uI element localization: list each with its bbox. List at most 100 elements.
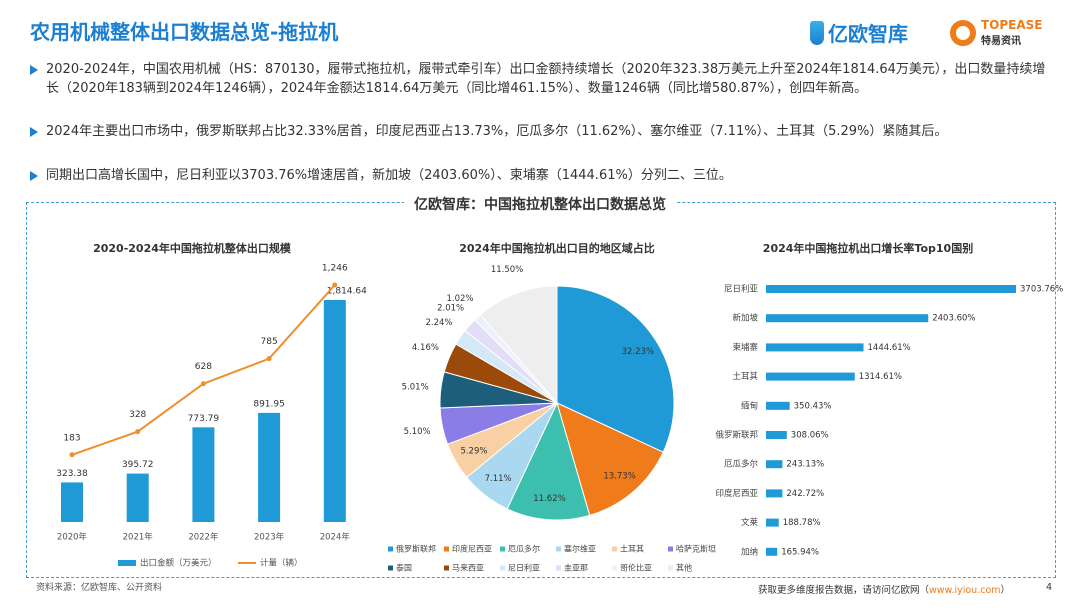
footer-text: 获取更多维度报告数据，请访问亿欧网（ <box>758 585 930 596</box>
data-label: 165.94% <box>781 547 819 557</box>
chart-title: 2024年中国拖拉机出口增长率Top10国别 <box>763 241 973 255</box>
y-tick-label: 柬埔寨 <box>732 342 758 353</box>
legend-label: 塞尔维亚 <box>564 544 596 554</box>
pie-slice <box>506 401 591 521</box>
data-label: 323.38 <box>56 469 88 479</box>
data-label: 628 <box>195 362 212 372</box>
data-label: 891.95 <box>253 399 285 409</box>
data-label: 11.62% <box>533 494 565 504</box>
data-label: 773.79 <box>188 414 220 424</box>
data-label: 242.72% <box>786 489 824 499</box>
legend-swatch <box>668 565 673 571</box>
logo-text: 亿欧智库 <box>828 22 908 46</box>
data-label: 1444.61% <box>868 343 911 353</box>
legend-swatch <box>612 546 617 552</box>
partner-name: 特易资讯 <box>981 36 1021 47</box>
bullet: 2020-2024年，中国农用机械（HS：870130，履带式拖拉机，履带式牵引… <box>28 60 1058 98</box>
bar <box>766 343 864 352</box>
bar <box>323 300 346 522</box>
bar <box>766 547 778 556</box>
legend-label: 尼日利亚 <box>508 563 540 573</box>
y-tick-label: 土耳其 <box>732 371 758 382</box>
data-label: 328 <box>129 410 146 420</box>
data-label: 1,246 <box>322 264 348 274</box>
bar <box>61 482 83 522</box>
line-point <box>200 381 206 387</box>
legend-swatch <box>556 546 561 552</box>
legend-label: 计量（辆） <box>260 558 303 569</box>
data-label: 7.11% <box>485 474 512 484</box>
data-label: 13.73% <box>603 471 635 481</box>
bar <box>766 460 783 469</box>
line-point <box>332 282 338 288</box>
y-tick-label: 厄瓜多尔 <box>724 459 759 470</box>
data-label: 2403.60% <box>932 314 975 324</box>
chart-title: 2024年中国拖拉机出口目的地区域占比 <box>459 241 655 255</box>
bar <box>766 431 787 439</box>
y-tick-label: 缅甸 <box>741 400 758 411</box>
data-label: 183 <box>63 433 80 443</box>
legend-label: 圭亚那 <box>564 563 588 573</box>
page-title: 农用机械整体出口数据总览-拖拉机 <box>30 20 339 44</box>
partner-logo: TOPEASE 特易资讯 <box>950 18 1043 47</box>
data-label: 4.16% <box>412 343 439 353</box>
page-number: 4 <box>1046 582 1053 593</box>
legend-label: 印度尼西亚 <box>452 544 492 554</box>
legend-label: 俄罗斯联邦 <box>396 544 436 554</box>
legend-label: 哈萨克斯坦 <box>676 544 716 554</box>
bar <box>192 427 215 522</box>
data-label: 11.50% <box>491 265 523 275</box>
y-tick-label: 文莱 <box>741 517 759 528</box>
data-label: 2.24% <box>425 318 452 328</box>
footer-note: 获取更多维度报告数据，请访问亿欧网（www.iyiou.com） <box>758 582 1010 596</box>
data-label: 1.02% <box>447 294 474 304</box>
x-tick-label: 2020年 <box>57 532 88 543</box>
y-tick-label: 印度尼西亚 <box>715 488 758 499</box>
pie-slice <box>556 285 675 453</box>
data-label: 5.01% <box>402 382 429 392</box>
chart-title: 2020-2024年中国拖拉机整体出口规模 <box>93 241 292 255</box>
y-tick-label: 俄罗斯联邦 <box>715 430 758 441</box>
x-tick-label: 2023年 <box>254 532 285 543</box>
legend-swatch <box>118 560 136 566</box>
x-tick-label: 2022年 <box>188 532 219 543</box>
legend-label: 其他 <box>676 563 692 573</box>
bar <box>258 412 281 522</box>
x-tick-label: 2024年 <box>320 532 351 543</box>
legend-label: 泰国 <box>396 563 412 573</box>
data-label: 188.78% <box>783 518 821 528</box>
bullet: 同期出口高增长国中，尼日利亚以3703.76%增速居首，新加坡（2403.60%… <box>28 166 1058 185</box>
legend-swatch <box>556 565 561 571</box>
bar <box>766 372 855 381</box>
footer-text: ） <box>1000 585 1011 596</box>
bar <box>126 473 149 522</box>
legend-label: 哥伦比亚 <box>620 563 652 573</box>
y-tick-label: 尼日利亚 <box>724 284 759 295</box>
x-tick-label: 2021年 <box>123 532 154 543</box>
legend-swatch <box>612 565 617 571</box>
pie-slice <box>479 285 558 405</box>
source: 资料来源：亿欧智库、公开资料 <box>36 583 163 593</box>
panel-title-wrap: 亿欧智库：中国拖拉机整体出口数据总览 <box>0 194 1080 214</box>
legend-swatch <box>388 546 393 552</box>
legend-swatch <box>668 546 673 552</box>
data-label: 350.43% <box>794 401 832 411</box>
legend-label: 厄瓜多尔 <box>508 544 540 554</box>
data-label: 5.29% <box>460 447 487 457</box>
y-tick-label: 加纳 <box>741 546 758 557</box>
legend-swatch <box>500 565 505 571</box>
logo: 亿欧智库 <box>810 18 908 47</box>
bar <box>766 489 783 498</box>
legend-swatch <box>500 546 505 552</box>
legend-label: 出口金额（万美元） <box>140 558 217 569</box>
bar <box>766 401 790 410</box>
data-label: 395.72 <box>122 460 154 470</box>
panel-title: 亿欧智库：中国拖拉机整体出口数据总览 <box>404 197 676 213</box>
data-label: 2.01% <box>437 303 464 313</box>
legend-swatch <box>444 565 449 571</box>
partner-logo-text: TOPEASE <box>981 18 1043 32</box>
footer-url[interactable]: www.iyiou.com <box>929 585 1001 596</box>
legend-swatch <box>444 546 449 552</box>
legend-label: 马来西亚 <box>452 564 484 573</box>
